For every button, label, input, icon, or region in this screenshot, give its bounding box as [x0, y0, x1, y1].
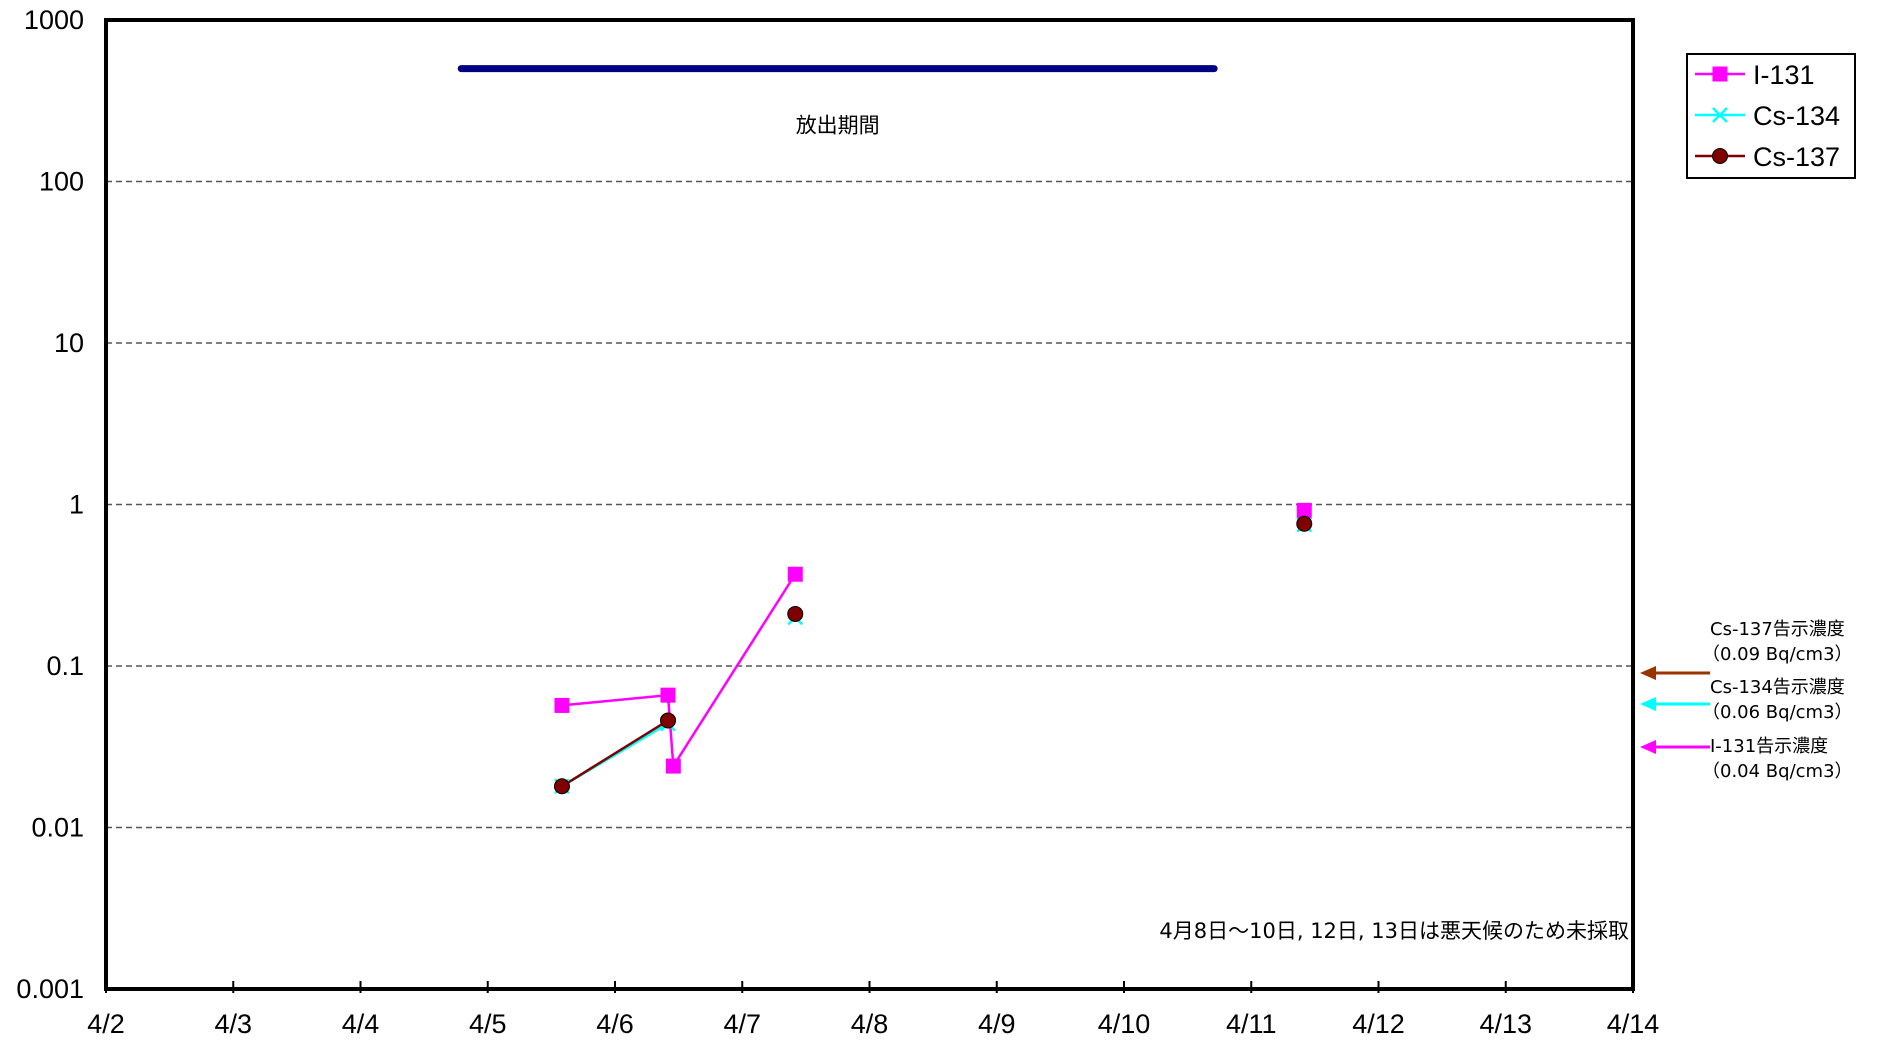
reference-arrow-head — [1640, 697, 1656, 711]
point-marker — [787, 605, 804, 622]
reference-level-name: Cs-134告示濃度 — [1710, 677, 1845, 698]
reference-level-name: Cs-137告示濃度 — [1710, 619, 1845, 640]
sampling-note: 4月8日～10日, 12日, 13日は悪天候のため未採取 — [1159, 919, 1629, 943]
point-marker — [1296, 502, 1312, 518]
legend-label: Cs-137 — [1753, 142, 1840, 172]
x-tick-label: 4/10 — [1098, 1009, 1151, 1039]
y-axis-ticks: 0.001 0.01 0.1 1 10 100 1000 — [16, 5, 84, 1004]
y-tick-label: 0.1 — [46, 651, 84, 681]
point-marker — [1712, 66, 1728, 82]
legend-label: Cs-134 — [1753, 101, 1840, 131]
x-tick-label: 4/13 — [1479, 1009, 1532, 1039]
reference-level-arrows — [1640, 666, 1710, 754]
x-tick-label: 4/2 — [87, 1009, 125, 1039]
point-marker — [660, 687, 676, 703]
x-tick-label: 4/3 — [214, 1009, 252, 1039]
x-tick-label: 4/11 — [1226, 1009, 1277, 1039]
reference-level-value: （0.06 Bq/cm3） — [1702, 702, 1853, 723]
x-tick-label: 4/12 — [1352, 1009, 1405, 1039]
y-tick-label: 0.001 — [16, 974, 84, 1004]
y-tick-label: 0.01 — [31, 813, 84, 843]
reference-arrow-head — [1640, 740, 1656, 754]
reference-level-value: （0.09 Bq/cm3） — [1702, 644, 1853, 665]
point-marker — [1712, 148, 1728, 164]
point-marker — [787, 566, 803, 582]
x-axis-ticks: 4/2 4/3 4/4 4/5 4/6 4/7 4/8 4/9 4/10 4/11 4/12 4/13… — [87, 981, 1659, 1039]
point-marker — [1712, 107, 1728, 123]
legend-label: I-131 — [1753, 60, 1815, 90]
x-tick-label: 4/4 — [342, 1009, 380, 1039]
x-tick-label: 4/5 — [469, 1009, 507, 1039]
series-lines — [561, 573, 797, 788]
x-tick-label: 4/14 — [1607, 1009, 1660, 1039]
point-marker — [665, 758, 681, 774]
point-marker — [660, 712, 677, 729]
y-tick-label: 100 — [39, 167, 84, 197]
reference-level-value: （0.04 Bq/cm3） — [1702, 761, 1853, 782]
y-tick-label: 1000 — [24, 5, 84, 35]
y-tick-label: 1 — [69, 490, 84, 520]
legend: I-131 Cs-134 Cs-137 — [1686, 53, 1856, 179]
reference-level-labels: Cs-137告示濃度 （0.09 Bq/cm3） Cs-134告示濃度 （0.06 B… — [1702, 619, 1853, 782]
point-marker — [1296, 515, 1313, 532]
y-tick-label: 10 — [54, 328, 84, 358]
point-marker — [554, 697, 570, 713]
x-tick-label: 4/6 — [596, 1009, 634, 1039]
x-tick-label: 4/7 — [723, 1009, 761, 1039]
x-tick-label: 4/8 — [851, 1009, 889, 1039]
point-marker — [553, 778, 570, 795]
series-markers — [553, 502, 1313, 795]
reference-arrow-head — [1640, 666, 1656, 680]
series-line-cs-137 — [561, 719, 669, 788]
release-period-label: 放出期間 — [796, 114, 880, 138]
x-tick-label: 4/9 — [978, 1009, 1016, 1039]
series-line-i-131 — [561, 573, 797, 770]
reference-level-name: I-131告示濃度 — [1710, 736, 1828, 757]
gridlines — [106, 180, 1633, 829]
